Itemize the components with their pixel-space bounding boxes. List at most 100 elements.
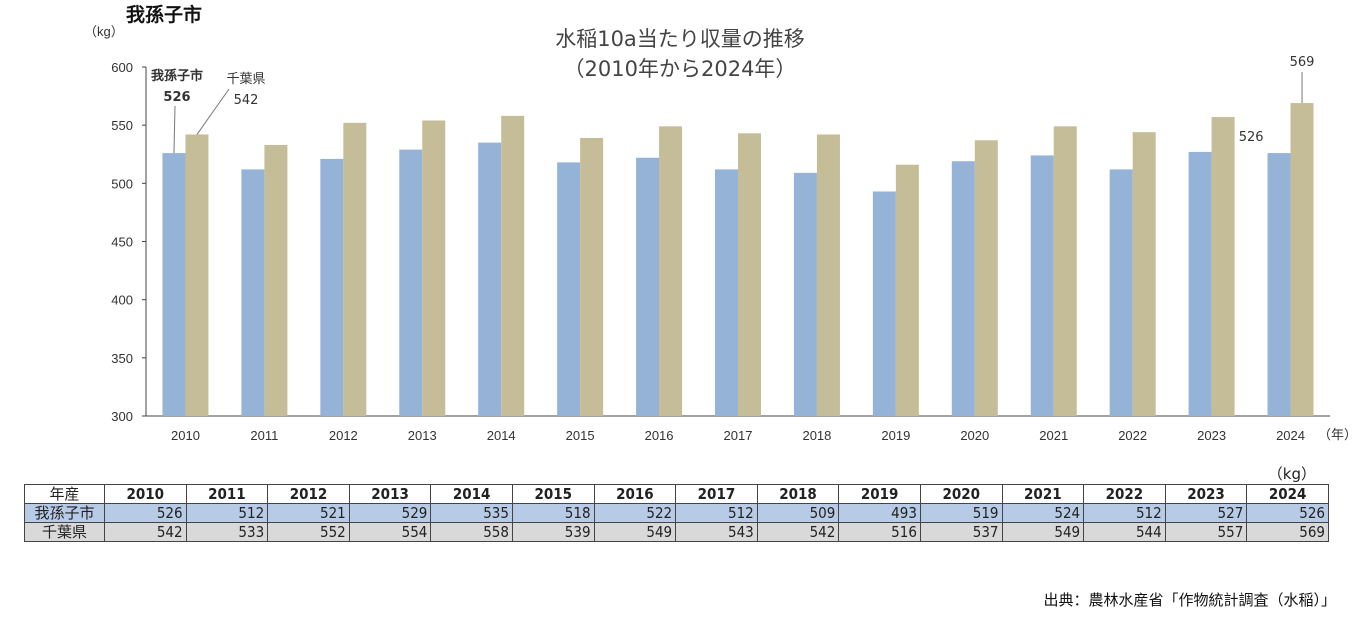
table-cell: 569	[1246, 522, 1329, 542]
x-tick-label: 2023	[1197, 428, 1226, 443]
annotation-last-pref-value: 569	[1290, 55, 1315, 70]
table-header-label: 年産	[24, 484, 105, 504]
x-tick-label: 2010	[171, 428, 200, 443]
table-year-header: 2018	[756, 484, 840, 504]
table-cell: 522	[593, 503, 677, 523]
bar-city-2018	[793, 172, 817, 416]
table-cell: 542	[104, 522, 187, 542]
x-tick-label: 2018	[802, 428, 831, 443]
table-year-header: 2015	[511, 484, 595, 504]
annotation-pref-name: 千葉県	[226, 72, 265, 87]
table-cell: 549	[1001, 522, 1085, 542]
x-axis-unit: （年）	[1318, 427, 1357, 442]
table-cell: 557	[1164, 522, 1248, 542]
x-tick-label: 2015	[566, 428, 595, 443]
table-year-header: 2012	[267, 484, 350, 504]
bar-city-2023	[1188, 151, 1212, 416]
bar-pref-2023	[1211, 117, 1235, 417]
table-cell: 535	[430, 503, 513, 523]
table-cell: 558	[430, 522, 513, 542]
x-tick-label: 2016	[645, 428, 674, 443]
table-cell: 543	[675, 522, 758, 542]
yield-bar-chart: 水稲10a当たり収量の推移 （2010年から2024年） （kg） （年） 30…	[84, 24, 1357, 443]
chart-title: 水稲10a当たり収量の推移	[555, 27, 805, 51]
table-year-header: 2011	[185, 484, 269, 504]
bar-city-2021	[1030, 155, 1054, 416]
table-year-header: 2017	[675, 484, 758, 504]
table-row-label: 千葉県	[24, 522, 105, 542]
y-tick-label: 400	[111, 293, 133, 308]
table-cell: 516	[838, 522, 921, 542]
y-tick-label: 500	[111, 176, 133, 191]
table-row: 千葉県 542 533 552 554 558 539 549 543 542 516 537 549 5…	[24, 522, 1329, 542]
table-cell: 512	[185, 503, 269, 523]
bar-city-2014	[478, 142, 502, 416]
x-tick-label: 2021	[1039, 428, 1068, 443]
x-tick-label: 2013	[408, 428, 437, 443]
table-row: 我孫子市 526 512 521 529 535 518 522 512 509 493 519 524…	[24, 503, 1329, 523]
bar-pref-2019	[895, 164, 919, 416]
table-year-header: 2022	[1083, 484, 1166, 504]
bar-city-2022	[1109, 169, 1133, 416]
chart-annotations: 我孫子市 526 千葉県 542 526 569	[151, 55, 1315, 154]
table-cell: 526	[1246, 503, 1329, 523]
table-cell: 521	[267, 503, 350, 523]
table-unit: （kg）	[1267, 465, 1316, 483]
table-cell: 529	[348, 503, 432, 523]
table-year-header: 2023	[1164, 484, 1248, 504]
x-tick-label: 2011	[250, 428, 278, 443]
table-cell: 533	[185, 522, 269, 542]
bar-pref-2016	[659, 126, 683, 416]
x-tick-label: 2022	[1118, 428, 1147, 443]
table-cell: 493	[838, 503, 921, 523]
bar-city-2011	[241, 169, 265, 416]
table-header-row: 年産 2010 2011 2012 2013 2014 2015 2016 2017 2018 2…	[24, 484, 1329, 504]
x-tick-label: 2017	[724, 428, 753, 443]
bar-pref-2020	[974, 140, 998, 417]
table-year-header: 2010	[104, 484, 187, 504]
bar-city-2010	[162, 153, 186, 416]
table-year-header: 2013	[348, 484, 432, 504]
bar-city-2020	[951, 161, 975, 416]
table-row-label: 我孫子市	[24, 503, 105, 523]
bar-pref-2013	[422, 120, 446, 416]
table-cell: 554	[348, 522, 432, 542]
bar-pref-2014	[501, 115, 525, 417]
table-cell: 526	[104, 503, 187, 523]
table-cell: 518	[511, 503, 595, 523]
y-tick-label: 600	[111, 60, 133, 75]
y-tick-label: 550	[111, 118, 133, 133]
x-tick-label: 2024	[1276, 428, 1305, 443]
y-axis-unit: （kg）	[84, 24, 124, 39]
bar-pref-2012	[343, 122, 367, 416]
table-cell: 512	[1083, 503, 1166, 523]
table-year-header: 2016	[593, 484, 677, 504]
table-cell: 524	[1001, 503, 1085, 523]
table-year-header: 2019	[838, 484, 921, 504]
table-cell: 542	[756, 522, 840, 542]
table-cell: 539	[511, 522, 595, 542]
annotation-pref-leader	[196, 88, 230, 135]
annotation-pref-value: 542	[234, 93, 259, 108]
table-cell: 519	[919, 503, 1003, 523]
bar-city-2024	[1267, 153, 1291, 416]
annotation-city-value: 526	[163, 90, 190, 105]
bar-pref-2017	[738, 133, 761, 416]
annotation-last-city-value: 526	[1239, 130, 1264, 145]
bar-city-2016	[636, 157, 660, 417]
table-year-header: 2020	[919, 484, 1003, 504]
bar-pref-2021	[1053, 126, 1077, 416]
bar-pref-2015	[580, 137, 604, 417]
chart-bars: 2010 2011 2012 2013 2014 2015 2016 2017 2018 2019…	[162, 103, 1314, 443]
bar-pref-2022	[1132, 132, 1156, 416]
bar-city-2019	[872, 191, 896, 416]
x-tick-label: 2019	[881, 428, 910, 443]
y-tick-label: 450	[111, 235, 133, 250]
bar-city-2013	[399, 149, 423, 416]
source-note: 出典：農林水産省「作物統計調査（水稲）」	[1043, 591, 1336, 609]
yield-data-table: 年産 2010 2011 2012 2013 2014 2015 2016 2017 2018 2…	[24, 484, 1329, 542]
table-cell: 552	[267, 522, 350, 542]
bar-pref-2024	[1290, 103, 1314, 417]
bar-pref-2011	[264, 144, 288, 416]
table-cell: 544	[1083, 522, 1166, 542]
